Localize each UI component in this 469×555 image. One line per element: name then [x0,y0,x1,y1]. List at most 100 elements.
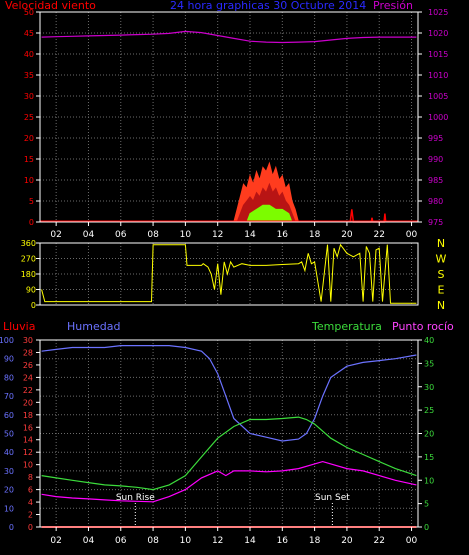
temperature-line [41,416,417,491]
temp-x-tick-label: 14 [244,536,256,546]
temp-x-tick-label: 08 [147,536,159,546]
wind-x-tick-label: 12 [212,230,223,240]
wind-x-tick-label: 08 [147,230,159,240]
humidity-tick-label: 100 [0,336,14,345]
pressure-tick-label: 985 [428,176,443,185]
humidity-tick-label: 20 [4,486,14,495]
temp-x-tick-label: 16 [277,536,289,546]
wind-speed-tick-label: 30 [24,92,34,101]
compass-label: N [437,299,445,312]
pressure-tick-label: 1020 [428,29,448,38]
humidity-tick-label: 40 [4,448,14,457]
wind-late-spikes [349,209,387,223]
humidity-tick-label: 60 [4,411,14,420]
temperature-tick-label: 25 [424,406,434,415]
rain-tick-label: 30 [23,336,33,345]
sun-event-label: Sun Rise [116,493,155,503]
rain-tick-label: 18 [23,411,33,420]
compass-label: E [438,284,445,297]
wind-direction-line [41,243,417,304]
compass-label: N [437,237,445,250]
humidity-tick-label: 90 [4,355,14,364]
pressure-axis-label: Presión [373,0,413,12]
humidity-tick-label: 80 [4,373,14,382]
humidity-tick-label: 30 [4,467,14,476]
wind-x-tick-label: 20 [341,230,353,240]
pressure-tick-label: 1015 [428,50,448,59]
temperature-tick-label: 40 [424,336,434,345]
temperature-tick-label: 20 [424,430,434,439]
direction-tick-label: 270 [21,255,36,264]
humidity-tick-label: 10 [4,504,14,513]
pressure-line [41,30,417,44]
temp-x-tick-label: 06 [115,536,127,546]
dewpoint-axis-label: Punto rocío [392,320,454,333]
temp-x-tick-label: 12 [212,536,223,546]
rain-tick-label: 16 [23,423,33,432]
rain-tick-label: 20 [23,398,33,407]
temp-x-tick-label: 22 [374,536,385,546]
wind-speed-tick-label: 15 [24,155,34,164]
temperature-tick-label: 0 [424,523,429,532]
rain-tick-label: 8 [28,473,33,482]
temp-x-tick-label: 20 [341,536,353,546]
grid-layer [40,11,418,528]
wind-x-tick-label: 16 [277,230,289,240]
direction-tick-label: 360 [21,239,36,248]
compass-label: S [438,268,445,281]
rain-tick-label: 0 [28,523,33,532]
wind-speed-axis-label: Velocidad viento [5,0,96,12]
pressure-tick-label: 1000 [428,113,448,122]
wind-x-tick-label: 06 [115,230,127,240]
rain-tick-label: 24 [23,373,33,382]
pressure-tick-label: 995 [428,134,443,143]
temperature-axis-label: Temperatura [311,320,382,333]
wind-speed-tick-label: 25 [24,113,34,122]
rain-tick-label: 6 [28,486,33,495]
rain-tick-label: 14 [23,436,33,445]
humidity-tick-label: 70 [4,392,14,401]
rain-tick-label: 26 [23,361,33,370]
temperature-tick-label: 30 [424,383,434,392]
temp-x-tick-label: 00 [406,536,418,546]
wind-speed-tick-label: 20 [24,134,34,143]
pressure-tick-label: 975 [428,218,443,227]
dewpoint-line [41,460,417,503]
pressure-tick-label: 1005 [428,92,448,101]
temperature-tick-label: 15 [424,453,434,462]
pressure-tick-label: 980 [428,197,443,206]
rain-axis-label: Lluvia [3,320,35,333]
compass-label: W [436,253,447,266]
wind-speed-tick-label: 40 [24,50,34,59]
direction-tick-label: 180 [21,270,36,279]
direction-tick-label: 0 [31,301,36,310]
pressure-tick-label: 1025 [428,8,448,17]
temp-x-tick-label: 10 [180,536,192,546]
chart-title: 24 hora graphicas 30 Octubre 2014 [170,0,366,12]
direction-tick-label: 90 [26,286,36,295]
wind-speed-tick-label: 50 [24,8,34,17]
wind-x-tick-label: 22 [374,230,385,240]
wind-x-tick-label: 14 [244,230,256,240]
series-layer [40,30,418,528]
wind-speed-tick-label: 35 [24,71,34,80]
wind-speed-tick-label: 5 [29,197,34,206]
wind-speed-tick-label: 0 [29,218,34,227]
tick-label-layer: 0510152025303540455097598098599099510001… [0,8,448,546]
humidity-tick-label: 50 [4,430,14,439]
wind-x-tick-label: 02 [50,230,61,240]
temperature-tick-label: 5 [424,500,429,509]
temperature-tick-label: 10 [424,476,434,485]
temp-x-tick-label: 04 [83,536,95,546]
temp-x-tick-label: 02 [50,536,61,546]
temp-x-tick-label: 18 [309,536,321,546]
humidity-axis-label: Humedad [67,320,120,333]
rain-tick-label: 22 [23,386,33,395]
humidity-tick-label: 0 [9,523,14,532]
wind-x-tick-label: 04 [83,230,95,240]
pressure-tick-label: 1010 [428,71,448,80]
rain-tick-label: 12 [23,448,33,457]
humidity-line [41,345,417,442]
